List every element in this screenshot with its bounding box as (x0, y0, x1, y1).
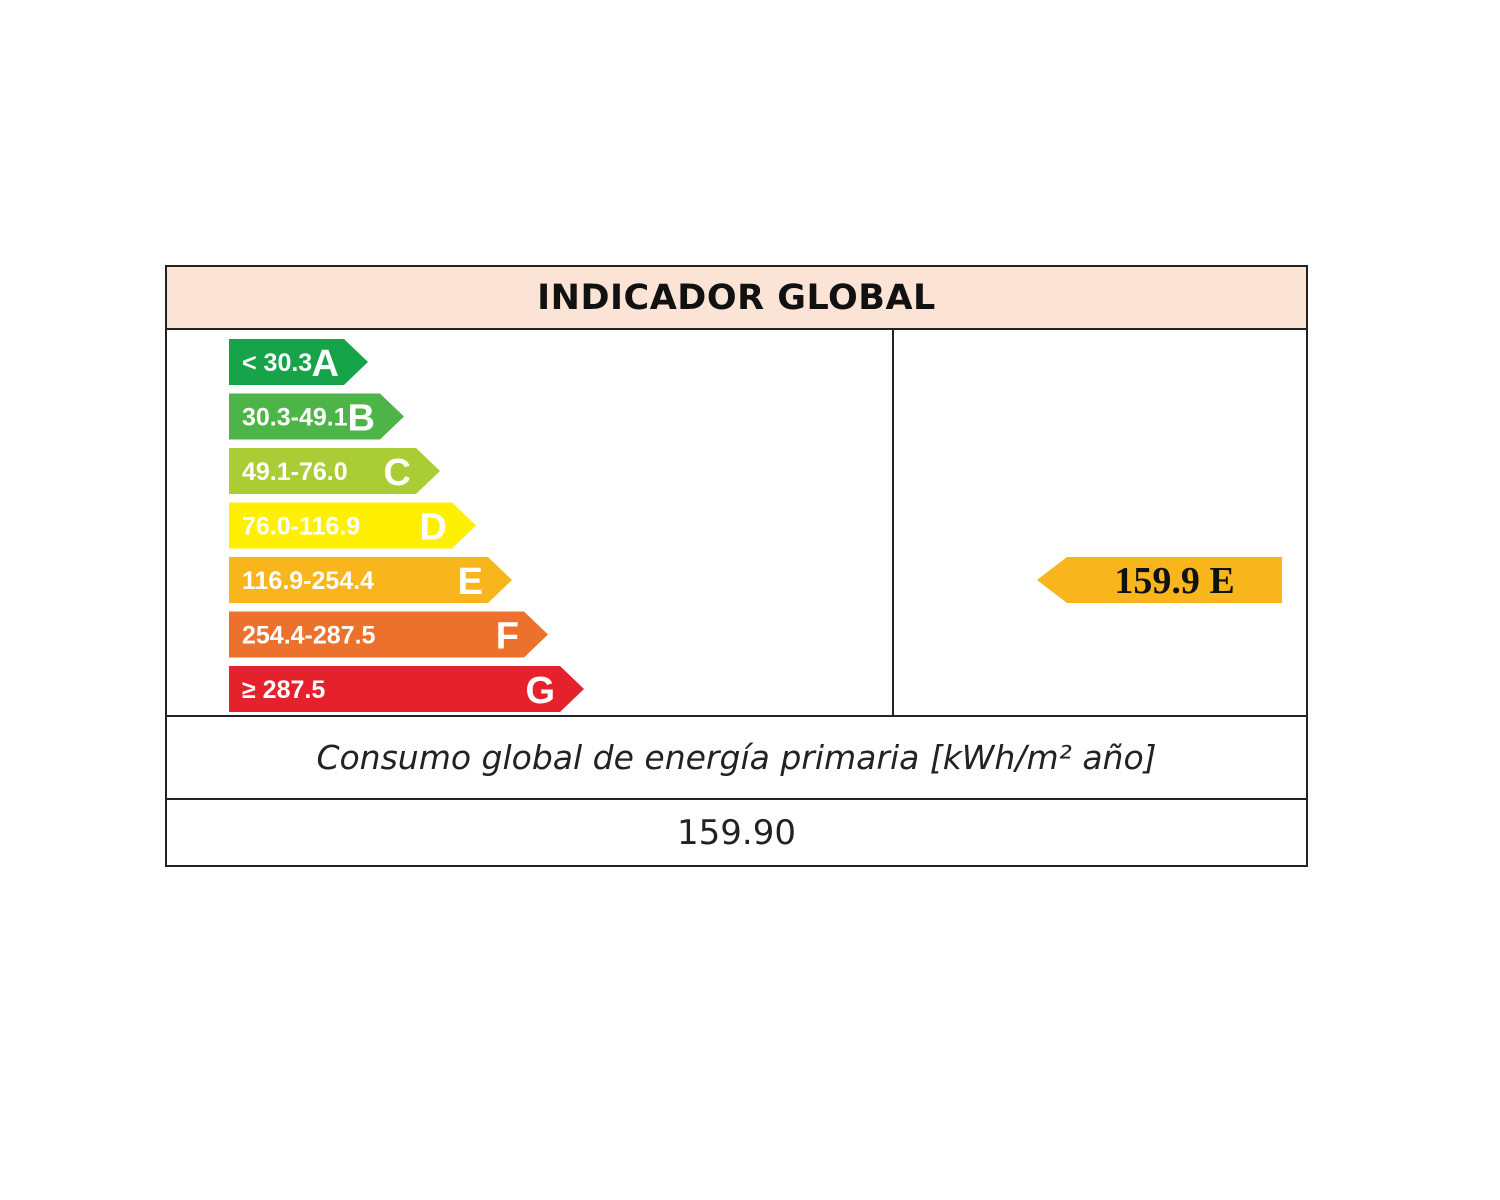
current-rating-chart: 159.9 E (1037, 557, 1282, 603)
scale-class-letter-c: C (384, 452, 411, 494)
scale-bar-c: 49.1-76.0 C (229, 448, 440, 494)
energy-scale-chart: < 30.3 A30.3-49.1 B49.1-76.0 C76.0-116.9 D11… (229, 339, 584, 712)
rating-cell: 159.9 E (894, 330, 1306, 715)
energy-scale-cell: < 30.3 A 30.3-49.1 B 49.1-76.0 C 76.0-116.9 D 11… (167, 330, 894, 715)
scale-range-label-g: ≥ 287.5 (242, 676, 325, 704)
consumption-caption: Consumo global de energía primaria [kWh/… (167, 715, 1306, 800)
scale-bar-g: ≥ 287.5 G (229, 666, 584, 712)
scale-bar-shape-c (229, 448, 440, 494)
consumption-value: 159.90 (677, 812, 796, 853)
scale-range-label-f: 254.4-287.5 (242, 622, 376, 650)
scale-range-label-e: 116.9-254.4 (242, 567, 374, 595)
scale-range-label-c: 49.1-76.0 (242, 458, 348, 486)
scale-range-label-b: 30.3-49.1 (242, 404, 348, 432)
scale-range-label-d: 76.0-116.9 (242, 513, 360, 541)
page-title: INDICADOR GLOBAL (167, 267, 1306, 330)
scale-class-letter-g: G (525, 670, 555, 712)
scale-bar-shape-g (229, 666, 584, 712)
energy-label-table: INDICADOR GLOBAL < 30.3 A 30.3-49.1 B 49.1-7… (165, 265, 1308, 867)
current-rating-label: 159.9 E (1114, 560, 1234, 602)
scale-class-letter-b: B (348, 398, 375, 440)
scale-class-letter-a: A (312, 343, 339, 385)
scale-class-letter-e: E (458, 561, 483, 603)
scale-bar-a: < 30.3 A (229, 339, 368, 385)
scale-class-letter-f: F (496, 616, 519, 658)
scale-range-label-a: < 30.3 (242, 349, 312, 377)
scale-bar-f: 254.4-287.5 F (229, 611, 548, 658)
scale-bar-shape-d (229, 502, 476, 549)
scale-bar-shape-b (229, 393, 404, 440)
scale-bar-shape-f (229, 611, 548, 658)
current-rating-arrow (1037, 557, 1282, 603)
scale-bar-shape-e (229, 557, 512, 603)
scale-bar-shape-a (229, 339, 368, 385)
scale-bar-d: 76.0-116.9 D (229, 502, 476, 549)
scale-class-letter-d: D (420, 507, 447, 549)
scale-bar-e: 116.9-254.4 E (229, 557, 512, 603)
scale-bar-b: 30.3-49.1 B (229, 393, 404, 440)
